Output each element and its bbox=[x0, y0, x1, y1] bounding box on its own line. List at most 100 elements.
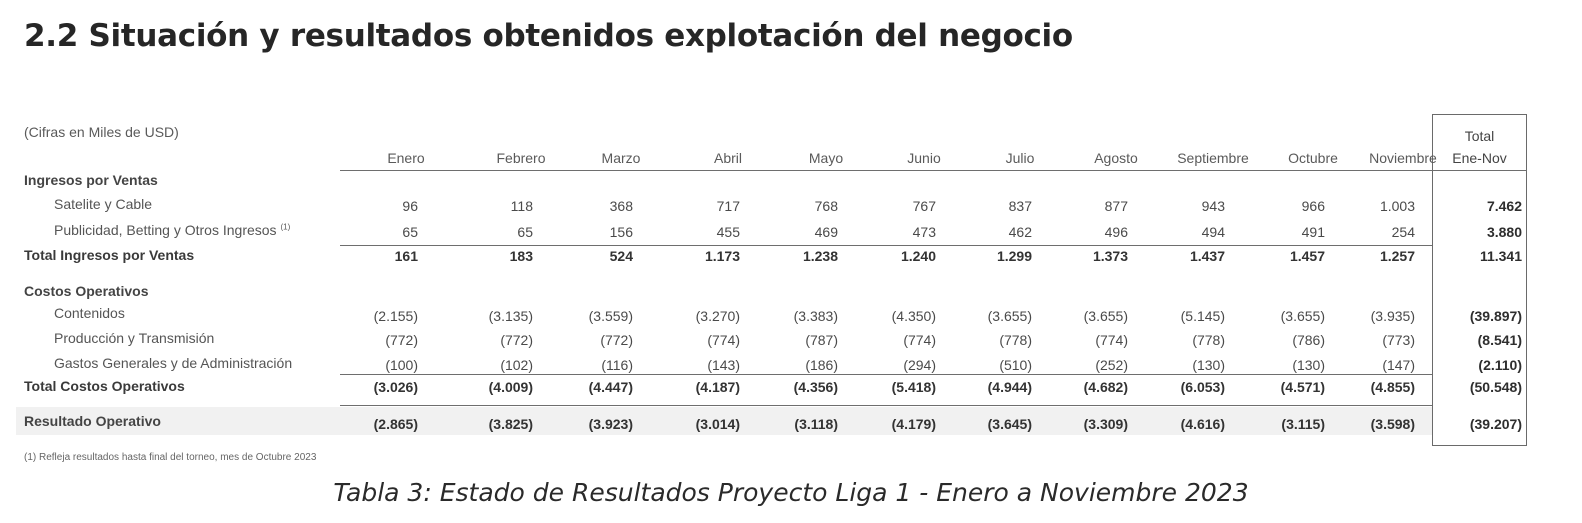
footnote-marker: (1) bbox=[280, 222, 291, 232]
cell-produccion-1: (772) bbox=[500, 332, 533, 348]
cell-contenidos-5: (4.350) bbox=[891, 308, 936, 324]
resultado-rule bbox=[340, 405, 1432, 406]
cell-resultado-4: (3.118) bbox=[794, 416, 838, 432]
cell-total_costos-1: (4.009) bbox=[488, 379, 533, 395]
cell-gastos-7: (252) bbox=[1095, 357, 1128, 373]
cell-gastos-3: (143) bbox=[707, 357, 740, 373]
cell-publicidad-4: 469 bbox=[814, 224, 838, 240]
cell-total_ingresos-8: 1.437 bbox=[1189, 248, 1225, 264]
cell-total_costos-5: (5.418) bbox=[891, 379, 936, 395]
month-header-2: Marzo bbox=[601, 150, 641, 166]
cell-publicidad-8: 494 bbox=[1201, 224, 1225, 240]
table-caption: Tabla 3: Estado de Resultados Proyecto L… bbox=[333, 478, 1249, 507]
total-header-line2: Ene-Nov bbox=[1452, 150, 1507, 166]
month-header-10: Noviembre bbox=[1369, 150, 1437, 166]
cell-produccion-0: (772) bbox=[385, 332, 418, 348]
month-header-6: Julio bbox=[1005, 150, 1035, 166]
row-label-resultado: Resultado Operativo bbox=[24, 413, 161, 429]
cell-resultado-10: (3.598) bbox=[1370, 416, 1415, 432]
header-rule bbox=[340, 170, 1432, 171]
row-label-produccion: Producción y Transmisión bbox=[54, 330, 215, 346]
cell-resultado-3: (3.014) bbox=[695, 416, 740, 432]
cell-publicidad-3: 455 bbox=[716, 224, 740, 240]
cell-resultado-8: (4.616) bbox=[1180, 416, 1225, 432]
month-header-3: Abril bbox=[713, 150, 742, 166]
cell-publicidad-10: 254 bbox=[1391, 224, 1415, 240]
section-ingresos: Ingresos por Ventas bbox=[24, 172, 158, 188]
month-header-4: Mayo bbox=[808, 150, 844, 166]
cell-total_costos-2: (4.447) bbox=[588, 379, 633, 395]
cell-gastos-2: (116) bbox=[601, 357, 633, 373]
cell-total_ingresos-3: 1.173 bbox=[704, 248, 740, 264]
cell-total_costos-3: (4.187) bbox=[695, 379, 740, 395]
cell-satelite-4: 768 bbox=[814, 198, 838, 214]
cell-contenidos-6: (3.655) bbox=[987, 308, 1032, 324]
row-label-total-costos: Total Costos Operativos bbox=[24, 378, 185, 394]
cell-publicidad-0: 65 bbox=[402, 224, 418, 240]
cell-total_ingresos-7: 1.373 bbox=[1092, 248, 1128, 264]
cell-total_costos-6: (4.944) bbox=[987, 379, 1032, 395]
cell-produccion-8: (778) bbox=[1192, 332, 1225, 348]
cell-produccion-2: (772) bbox=[600, 332, 633, 348]
cell-publicidad-total: 3.880 bbox=[1486, 224, 1522, 240]
cell-total_costos-9: (4.571) bbox=[1280, 379, 1325, 395]
cell-produccion-total: (8.541) bbox=[1477, 332, 1522, 348]
month-header-1: Febrero bbox=[496, 150, 546, 166]
cell-contenidos-9: (3.655) bbox=[1280, 308, 1325, 324]
cell-resultado-2: (3.923) bbox=[588, 416, 633, 432]
row-label-satelite: Satelite y Cable bbox=[54, 196, 153, 212]
cell-total_costos-4: (4.356) bbox=[793, 379, 838, 395]
cell-produccion-3: (774) bbox=[707, 332, 740, 348]
cell-contenidos-total: (39.897) bbox=[1469, 308, 1522, 324]
cell-produccion-5: (774) bbox=[903, 332, 936, 348]
cell-contenidos-10: (3.935) bbox=[1370, 308, 1415, 324]
cell-satelite-7: 877 bbox=[1104, 198, 1128, 214]
cell-satelite-8: 943 bbox=[1201, 198, 1225, 214]
cell-contenidos-1: (3.135) bbox=[488, 308, 533, 324]
cell-produccion-7: (774) bbox=[1095, 332, 1128, 348]
cell-publicidad-9: 491 bbox=[1301, 224, 1325, 240]
cell-satelite-2: 368 bbox=[609, 198, 633, 214]
cell-contenidos-0: (2.155) bbox=[373, 308, 418, 324]
month-header-9: Octubre bbox=[1288, 150, 1338, 166]
month-header-7: Agosto bbox=[1094, 150, 1138, 166]
total-header-rule bbox=[1432, 170, 1527, 171]
cell-total_costos-8: (6.053) bbox=[1180, 379, 1225, 395]
row-label-gastos: Gastos Generales y de Administración bbox=[54, 355, 293, 371]
cell-produccion-6: (778) bbox=[999, 332, 1032, 348]
cell-satelite-0: 96 bbox=[402, 198, 418, 214]
cell-satelite-9: 966 bbox=[1301, 198, 1325, 214]
cell-satelite-total: 7.462 bbox=[1486, 198, 1522, 214]
cell-total_ingresos-6: 1.299 bbox=[996, 248, 1032, 264]
cell-gastos-8: (130) bbox=[1192, 357, 1225, 373]
cell-gastos-9: (130) bbox=[1292, 357, 1325, 373]
cell-total_costos-total: (50.548) bbox=[1469, 379, 1522, 395]
month-header-8: Septiembre bbox=[1177, 150, 1249, 166]
footnote: (1) Refleja resultados hasta final del t… bbox=[24, 452, 317, 463]
cell-total_ingresos-5: 1.240 bbox=[900, 248, 936, 264]
total-column-box bbox=[1432, 114, 1527, 446]
resultado-band bbox=[16, 407, 1432, 435]
cell-gastos-10: (147) bbox=[1382, 357, 1415, 373]
cell-produccion-9: (786) bbox=[1292, 332, 1325, 348]
cell-gastos-5: (294) bbox=[903, 357, 936, 373]
cell-contenidos-3: (3.270) bbox=[695, 308, 740, 324]
cell-total_ingresos-4: 1.238 bbox=[802, 248, 838, 264]
cell-contenidos-4: (3.383) bbox=[793, 308, 838, 324]
cell-total_ingresos-1: 183 bbox=[509, 248, 533, 264]
cell-satelite-1: 118 bbox=[510, 198, 533, 214]
cell-gastos-total: (2.110) bbox=[1478, 357, 1522, 373]
cell-total_costos-10: (4.855) bbox=[1370, 379, 1415, 395]
cell-resultado-9: (3.115) bbox=[1281, 416, 1325, 432]
cell-satelite-10: 1.003 bbox=[1379, 198, 1415, 214]
cell-total_costos-0: (3.026) bbox=[373, 379, 418, 395]
cell-publicidad-5: 473 bbox=[912, 224, 936, 240]
cell-publicidad-7: 496 bbox=[1104, 224, 1128, 240]
cell-gastos-0: (100) bbox=[385, 357, 418, 373]
units-note: (Cifras en Miles de USD) bbox=[24, 124, 179, 140]
cell-contenidos-8: (5.145) bbox=[1180, 308, 1225, 324]
total-header-line1: Total bbox=[1464, 128, 1495, 144]
cell-publicidad-6: 462 bbox=[1008, 224, 1032, 240]
row-label-publicidad-text: Publicidad, Betting y Otros Ingresos bbox=[54, 222, 277, 238]
cell-total_ingresos-10: 1.257 bbox=[1379, 248, 1415, 264]
